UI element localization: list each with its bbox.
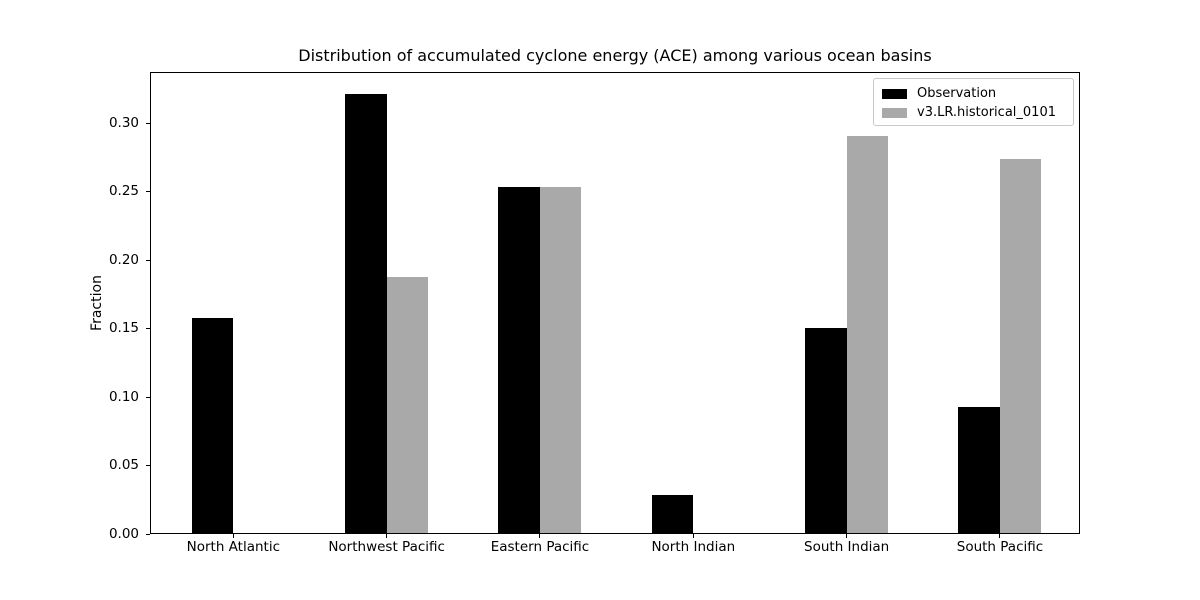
- legend-label-observation: Observation: [917, 86, 997, 101]
- y-tick-label: 0.15: [108, 320, 139, 337]
- y-tick-label: 0.10: [108, 388, 139, 405]
- x-tick-label-northwest-pacific: Northwest Pacific: [328, 539, 445, 555]
- y-tick-label: 0.05: [108, 457, 139, 474]
- y-tick-mark: [146, 396, 150, 398]
- bar-observation-south-indian: [805, 327, 847, 533]
- legend-swatch-observation: [882, 88, 907, 99]
- legend-entry-observation: Observation: [882, 84, 1065, 103]
- y-tick-mark: [146, 328, 150, 330]
- bar-observation-north-indian: [651, 494, 694, 533]
- bar-v3-lr-historical-0101-northwest-pacific: [386, 277, 429, 533]
- bar-observation-south-pacific: [958, 407, 1000, 533]
- legend: Observation v3.LR.historical_0101: [873, 78, 1074, 126]
- y-tick-mark: [146, 533, 150, 535]
- y-tick-mark: [146, 259, 150, 261]
- bar-observation-north-atlantic: [191, 318, 234, 533]
- y-tick-mark: [146, 191, 150, 193]
- x-tick-mark: [692, 534, 694, 538]
- bar-v3-lr-historical-0101-south-indian: [846, 136, 889, 533]
- legend-swatch-model: [882, 107, 907, 118]
- y-tick-label: 0.20: [108, 251, 139, 268]
- bar-v3-lr-historical-0101-eastern-pacific: [539, 186, 582, 533]
- bar-observation-eastern-pacific: [498, 186, 540, 533]
- y-tick-mark: [146, 122, 150, 124]
- plot-area: [150, 72, 1080, 534]
- x-tick-mark: [539, 534, 541, 538]
- x-tick-label-south-indian: South Indian: [804, 539, 890, 555]
- x-tick-label-south-pacific: South Pacific: [956, 539, 1044, 555]
- legend-label-model: v3.LR.historical_0101: [917, 105, 1056, 120]
- y-tick-label: 0.00: [108, 525, 139, 542]
- x-tick-label-north-indian: North Indian: [651, 539, 736, 555]
- y-tick-label: 0.30: [108, 114, 139, 131]
- bar-observation-northwest-pacific: [345, 93, 387, 533]
- x-tick-mark: [999, 534, 1001, 538]
- x-tick-mark: [846, 534, 848, 538]
- y-tick-label: 0.25: [108, 183, 139, 200]
- x-tick-label-north-atlantic: North Atlantic: [186, 539, 281, 555]
- y-tick-mark: [146, 465, 150, 467]
- chart-title: Distribution of accumulated cyclone ener…: [298, 46, 932, 65]
- x-tick-mark: [232, 534, 234, 538]
- legend-entry-model: v3.LR.historical_0101: [882, 103, 1065, 122]
- x-tick-mark: [386, 534, 388, 538]
- bar-v3-lr-historical-0101-south-pacific: [999, 159, 1042, 533]
- x-tick-label-eastern-pacific: Eastern Pacific: [490, 539, 590, 555]
